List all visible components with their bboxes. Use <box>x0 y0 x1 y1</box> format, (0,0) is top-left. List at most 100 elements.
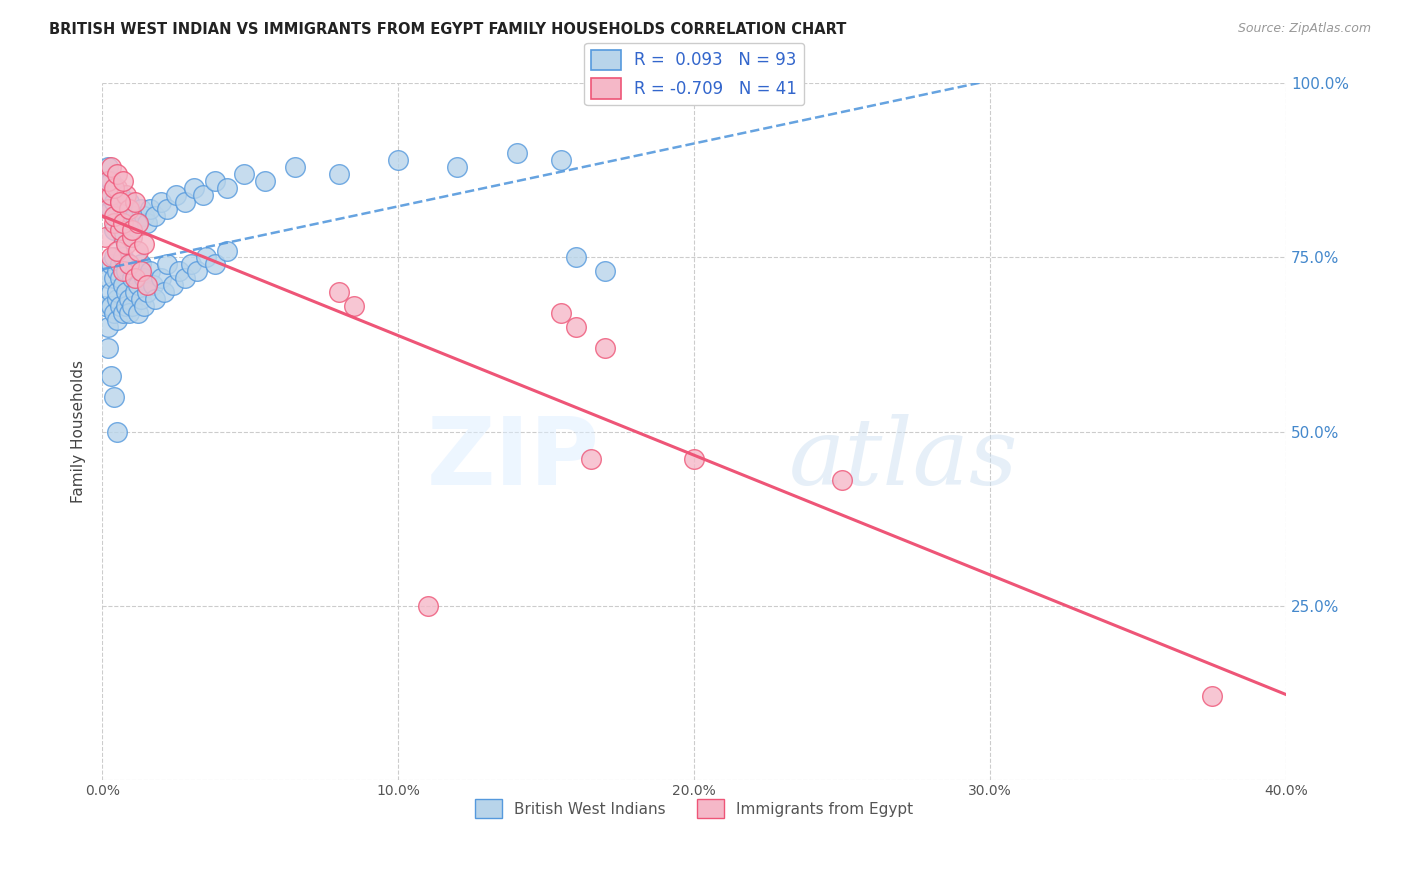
Point <box>121 229 143 244</box>
Point <box>127 216 149 230</box>
Point <box>105 292 128 306</box>
Point <box>233 167 256 181</box>
Point <box>97 341 120 355</box>
Point <box>108 187 131 202</box>
Point <box>97 271 120 285</box>
Point <box>683 452 706 467</box>
Point <box>115 285 138 300</box>
Point <box>129 264 152 278</box>
Point <box>100 187 122 202</box>
Point <box>135 278 157 293</box>
Point <box>103 222 125 236</box>
Point <box>103 194 125 209</box>
Point <box>595 264 617 278</box>
Point <box>105 181 128 195</box>
Point <box>121 222 143 236</box>
Point <box>97 202 120 216</box>
Point <box>108 222 131 236</box>
Point <box>100 285 122 300</box>
Point <box>100 160 122 174</box>
Point <box>94 187 117 202</box>
Point <box>153 285 176 300</box>
Point <box>108 299 131 313</box>
Point <box>564 251 586 265</box>
Point <box>111 264 134 278</box>
Point <box>118 257 141 271</box>
Point <box>111 216 134 230</box>
Point <box>180 257 202 271</box>
Point <box>127 278 149 293</box>
Point <box>111 174 134 188</box>
Point <box>97 160 120 174</box>
Point <box>105 209 128 223</box>
Point <box>121 299 143 313</box>
Point <box>108 194 131 209</box>
Point <box>191 187 214 202</box>
Y-axis label: Family Households: Family Households <box>72 360 86 503</box>
Point <box>103 306 125 320</box>
Point <box>150 271 173 285</box>
Point <box>595 341 617 355</box>
Point <box>129 257 152 271</box>
Point <box>156 257 179 271</box>
Point <box>150 194 173 209</box>
Point <box>105 285 128 300</box>
Point <box>100 202 122 216</box>
Point <box>132 209 155 223</box>
Point <box>111 306 134 320</box>
Point <box>115 236 138 251</box>
Point <box>100 368 122 383</box>
Point <box>115 187 138 202</box>
Point <box>103 216 125 230</box>
Point <box>416 599 439 613</box>
Point <box>550 306 572 320</box>
Point <box>167 264 190 278</box>
Point <box>97 174 120 188</box>
Point <box>284 160 307 174</box>
Point <box>100 251 122 265</box>
Point <box>579 452 602 467</box>
Point <box>387 153 409 167</box>
Text: BRITISH WEST INDIAN VS IMMIGRANTS FROM EGYPT FAMILY HOUSEHOLDS CORRELATION CHART: BRITISH WEST INDIAN VS IMMIGRANTS FROM E… <box>49 22 846 37</box>
Point <box>105 167 128 181</box>
Point <box>186 264 208 278</box>
Point <box>108 216 131 230</box>
Point <box>831 473 853 487</box>
Point <box>103 209 125 223</box>
Point <box>108 194 131 209</box>
Point <box>105 425 128 439</box>
Point <box>121 271 143 285</box>
Point <box>328 285 350 300</box>
Text: Source: ZipAtlas.com: Source: ZipAtlas.com <box>1237 22 1371 36</box>
Point <box>127 216 149 230</box>
Point <box>124 194 146 209</box>
Point <box>183 181 205 195</box>
Point <box>111 278 134 293</box>
Point <box>132 299 155 313</box>
Point <box>127 306 149 320</box>
Point <box>204 174 226 188</box>
Point <box>132 271 155 285</box>
Point <box>108 271 131 285</box>
Point <box>127 244 149 258</box>
Point <box>118 306 141 320</box>
Point <box>124 209 146 223</box>
Point <box>446 160 468 174</box>
Point <box>328 167 350 181</box>
Point <box>103 181 125 195</box>
Point <box>135 216 157 230</box>
Point <box>138 264 160 278</box>
Point <box>118 257 141 271</box>
Point <box>194 251 217 265</box>
Point <box>138 202 160 216</box>
Point <box>111 251 134 265</box>
Point <box>103 271 125 285</box>
Point <box>141 278 163 293</box>
Point <box>118 202 141 216</box>
Point <box>215 181 238 195</box>
Point <box>215 244 238 258</box>
Point <box>100 174 122 188</box>
Point <box>135 285 157 300</box>
Point <box>103 251 125 265</box>
Point <box>505 146 527 161</box>
